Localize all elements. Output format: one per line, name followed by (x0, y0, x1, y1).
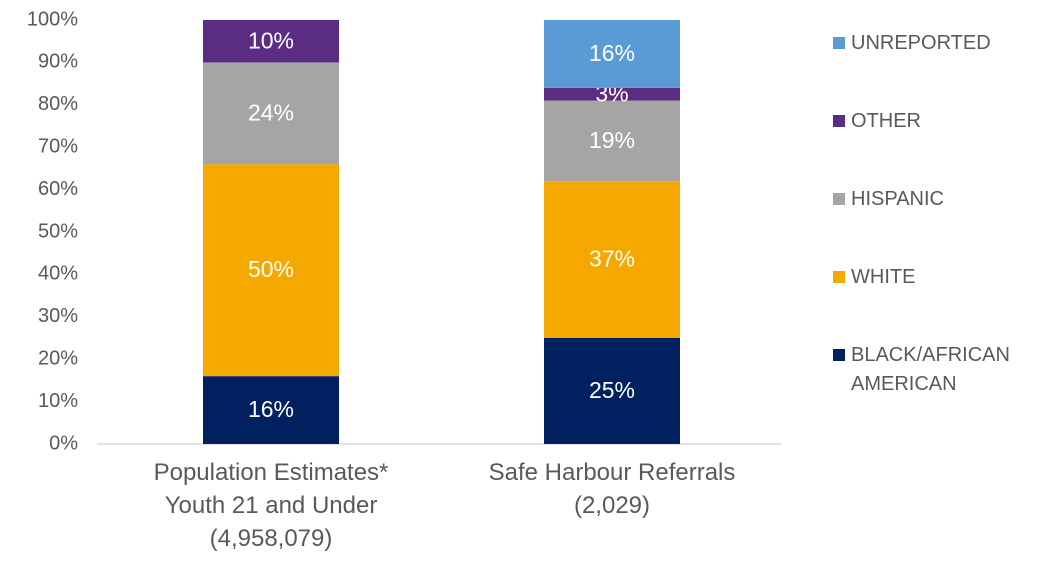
y-tick-label: 30% (38, 305, 78, 327)
legend-swatch (833, 115, 845, 127)
legend-label: WHITE (851, 266, 916, 288)
legend-swatch (833, 37, 845, 49)
bar-segment (203, 62, 339, 165)
legend-label: UNREPORTED (851, 32, 991, 54)
data-label: 25% (589, 377, 635, 403)
bar-segment (203, 376, 339, 444)
data-label: 37% (589, 246, 635, 272)
bar-segment (203, 20, 339, 63)
bar-segment (544, 20, 680, 88)
data-label: 16% (589, 40, 635, 66)
data-label: 24% (248, 99, 294, 125)
legend-swatch (833, 271, 845, 283)
bar-segment (544, 100, 680, 182)
y-tick-label: 40% (38, 263, 78, 285)
y-tick-label: 10% (38, 390, 78, 412)
bar-segment (544, 338, 680, 444)
legend-label: OTHER (851, 110, 921, 132)
data-label: 19% (589, 127, 635, 153)
legend-swatch (833, 349, 845, 361)
data-label: 16% (248, 396, 294, 422)
y-tick-label: 90% (38, 51, 78, 73)
legend-label: BLACK/AFRICAN AMERICAN (851, 344, 1010, 395)
y-tick-label: 70% (38, 135, 78, 157)
y-tick-label: 20% (38, 347, 78, 369)
y-tick-label: 80% (38, 93, 78, 115)
x-tick-label: Population Estimates* Youth 21 and Under… (153, 459, 389, 552)
bar-segment (544, 87, 680, 101)
bar-segment (544, 181, 680, 338)
x-tick-label: Safe Harbour Referrals (2,029) (488, 459, 736, 519)
legend-label: HISPANIC (851, 188, 944, 210)
y-tick-label: 0% (49, 432, 78, 454)
y-tick-label: 60% (38, 178, 78, 200)
legend-swatch (833, 193, 845, 205)
bar-segment (203, 164, 339, 377)
data-label: 50% (248, 256, 294, 282)
data-label: 10% (248, 27, 294, 53)
y-tick-label: 50% (38, 220, 78, 242)
y-tick-label: 100% (27, 8, 78, 30)
